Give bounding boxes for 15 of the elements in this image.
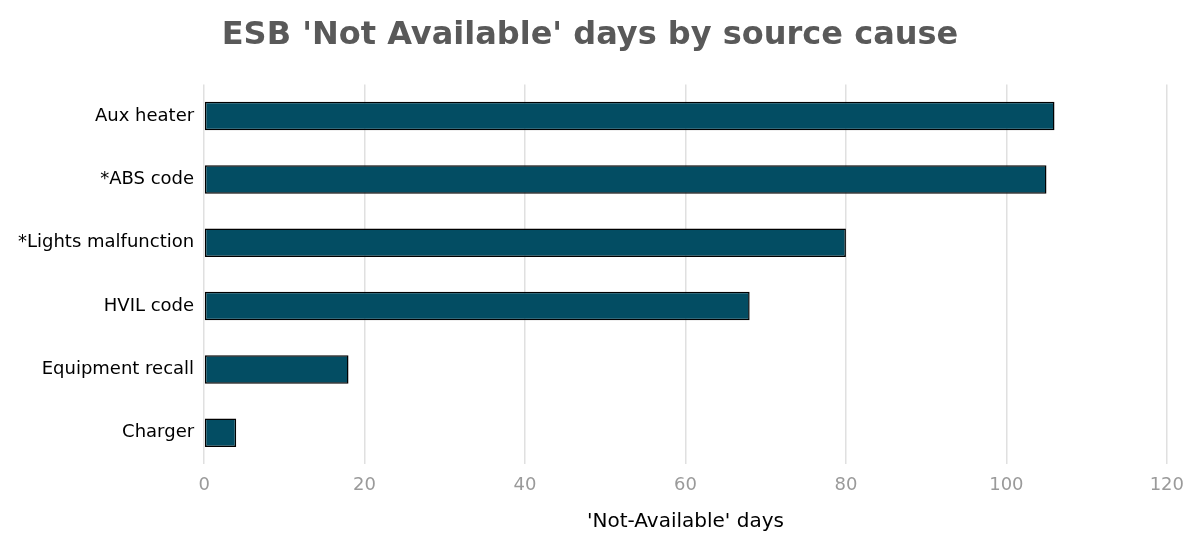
x-tick-label: 120 bbox=[1149, 472, 1184, 494]
x-tick-label: 0 bbox=[198, 472, 210, 494]
x-tick-label: 60 bbox=[674, 472, 697, 494]
x-tick-label: 80 bbox=[834, 472, 858, 494]
y-tick-label: Aux heater bbox=[94, 103, 195, 125]
x-tick-label: 100 bbox=[989, 472, 1024, 494]
y-tick-label: HVIL code bbox=[103, 293, 195, 315]
chart-title: ESB 'Not Available' days by source cause bbox=[221, 13, 959, 52]
y-tick-label: *ABS code bbox=[100, 167, 195, 189]
x-tick-label: 40 bbox=[513, 472, 537, 494]
x-axis-title: 'Not-Available' days bbox=[587, 508, 784, 533]
x-tick-label: 20 bbox=[353, 472, 377, 494]
y-tick-label: *Lights malfunction bbox=[17, 230, 195, 252]
y-tick-label: Equipment recall bbox=[41, 357, 195, 379]
y-tick-label: Charger bbox=[122, 420, 195, 442]
